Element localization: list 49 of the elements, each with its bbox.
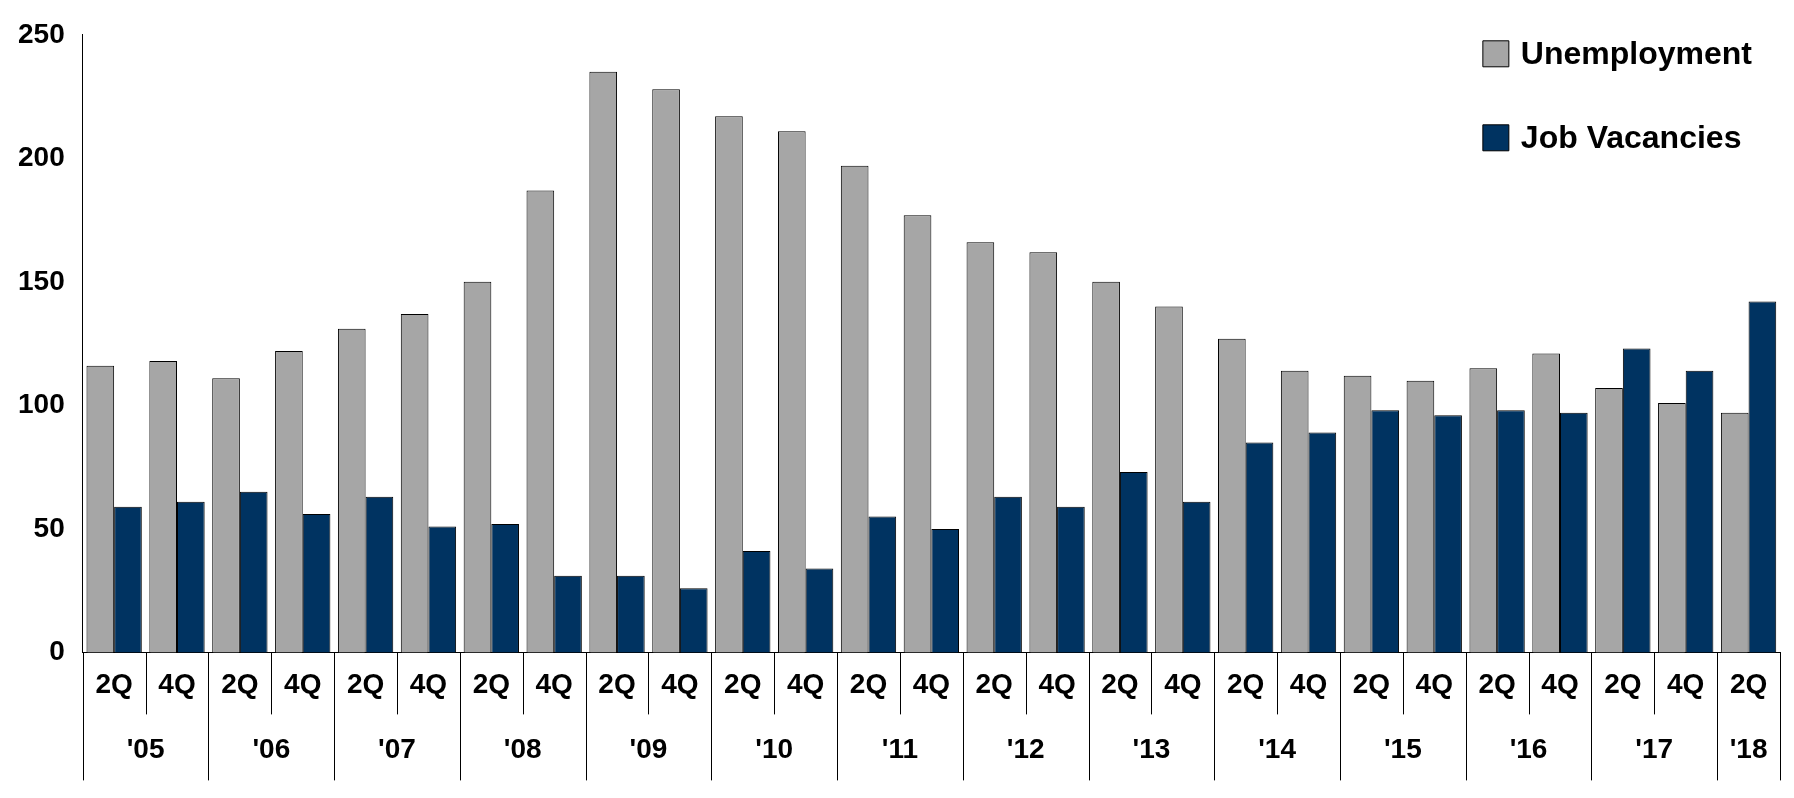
text: '07 <box>378 733 416 765</box>
x-tick-label: 4Q <box>284 667 322 699</box>
text: '13 <box>1132 733 1171 765</box>
x-tick-label: 2Q <box>598 667 636 699</box>
x-tick-label: 4Q <box>1667 667 1705 699</box>
text: '16 <box>1509 733 1548 765</box>
x-tick-label: 2Q <box>849 667 888 699</box>
x-tick-label: 4Q <box>1541 667 1579 699</box>
x-tick-label: 4Q <box>535 667 573 699</box>
x-tick-label: 2Q <box>975 667 1013 699</box>
y-tick-label: 100 <box>18 388 65 420</box>
text: '11 <box>881 733 919 765</box>
x-tick-label: 4Q <box>786 667 825 699</box>
text: '15 <box>1383 733 1422 765</box>
text: '10 <box>755 733 794 765</box>
x-tick-label: 4Q <box>912 667 951 699</box>
y-tick-label: 200 <box>18 141 65 173</box>
x-tick-label: 4Q <box>1164 667 1202 699</box>
x-tick-label: 2Q <box>724 667 762 699</box>
x-tick-label: 2Q <box>1226 667 1265 699</box>
x-tick-label: 4Q <box>158 667 196 699</box>
y-tick-label: 0 <box>49 635 65 667</box>
text: '18 <box>1729 733 1768 765</box>
legend-label: Job Vacancies <box>1520 118 1742 155</box>
text: '12 <box>1006 733 1045 765</box>
text: '14 <box>1258 733 1297 765</box>
legend-label: Unemployment <box>1520 34 1753 71</box>
text: '09 <box>629 733 668 765</box>
x-tick-label: 2Q <box>1352 667 1391 699</box>
text: '17 <box>1635 733 1674 765</box>
x-tick-label: 2Q <box>346 667 385 699</box>
x-tick-label: 2Q <box>1604 667 1642 699</box>
x-tick-label: 2Q <box>221 667 259 699</box>
text: '06 <box>252 733 291 765</box>
x-tick-label: 2Q <box>472 667 510 699</box>
x-tick-label: 4Q <box>1289 667 1328 699</box>
text: '08 <box>503 733 542 765</box>
x-tick-label: 4Q <box>1415 667 1453 699</box>
x-tick-label: 2Q <box>1729 667 1768 699</box>
x-tick-label: 4Q <box>661 667 699 699</box>
x-tick-label: 4Q <box>1038 667 1076 699</box>
y-tick-label: 150 <box>18 264 65 296</box>
x-tick-label: 2Q <box>95 667 133 699</box>
text: '05 <box>126 733 165 765</box>
y-tick-label: 250 <box>18 17 65 49</box>
y-tick-label: 50 <box>33 511 65 543</box>
x-tick-label: 2Q <box>1101 667 1139 699</box>
x-tick-label: 4Q <box>409 667 448 699</box>
x-tick-label: 2Q <box>1478 667 1516 699</box>
